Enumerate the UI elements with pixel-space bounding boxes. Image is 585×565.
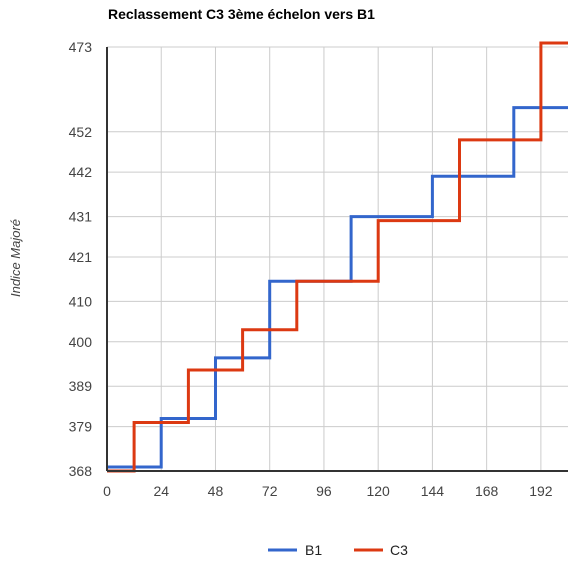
x-tick-labels: 0 24 48 72 96 120 144 168 192 <box>103 483 553 499</box>
y-tick-label: 431 <box>69 209 93 225</box>
legend-label-b1: B1 <box>305 542 322 558</box>
y-tick-labels: 368 379 389 400 410 421 431 442 452 473 <box>69 39 93 479</box>
x-tick-label: 168 <box>475 483 499 499</box>
x-tick-label: 192 <box>529 483 553 499</box>
legend: B1 C3 <box>268 542 408 558</box>
series-line-c3 <box>107 41 568 473</box>
y-tick-label: 400 <box>69 334 93 350</box>
grid <box>106 46 568 472</box>
x-tick-label: 96 <box>316 483 332 499</box>
x-tick-label: 24 <box>153 483 169 499</box>
chart-title: Reclassement C3 3ème échelon vers B1 <box>108 6 375 22</box>
x-tick-label: 0 <box>103 483 111 499</box>
series-lines <box>107 41 568 473</box>
y-tick-label: 421 <box>69 249 93 265</box>
y-tick-label: 410 <box>69 293 93 309</box>
axes <box>106 47 568 472</box>
y-tick-label: 389 <box>69 378 93 394</box>
y-tick-label: 368 <box>69 463 93 479</box>
x-tick-label: 72 <box>262 483 278 499</box>
y-tick-label: 442 <box>69 164 93 180</box>
y-axis-label: Indice Majoré <box>8 219 23 297</box>
y-tick-label: 473 <box>69 39 93 55</box>
legend-label-c3: C3 <box>390 542 408 558</box>
x-tick-label: 120 <box>366 483 390 499</box>
x-tick-label: 48 <box>208 483 224 499</box>
y-tick-label: 379 <box>69 419 93 435</box>
x-tick-label: 144 <box>421 483 445 499</box>
series-line-b1 <box>107 106 568 469</box>
y-tick-label: 452 <box>69 124 93 140</box>
